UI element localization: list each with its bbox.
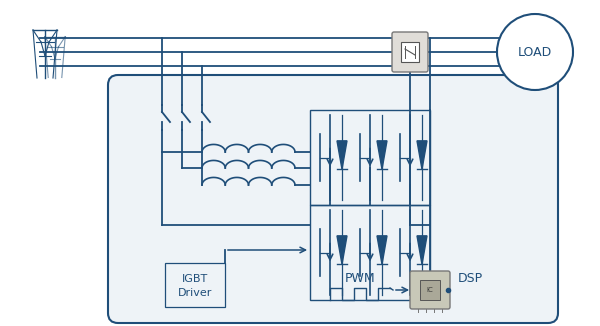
Bar xyxy=(420,280,440,300)
FancyBboxPatch shape xyxy=(392,32,428,72)
Text: PWM: PWM xyxy=(344,272,376,285)
Text: Driver: Driver xyxy=(178,288,212,298)
Polygon shape xyxy=(377,141,387,170)
FancyBboxPatch shape xyxy=(108,75,558,323)
Bar xyxy=(310,205,430,300)
Text: DSP: DSP xyxy=(458,272,483,285)
Circle shape xyxy=(497,14,573,90)
Text: IGBT: IGBT xyxy=(182,274,208,284)
Polygon shape xyxy=(417,236,427,264)
FancyBboxPatch shape xyxy=(410,271,450,309)
Polygon shape xyxy=(377,236,387,264)
Polygon shape xyxy=(417,141,427,170)
Bar xyxy=(165,263,225,307)
Bar xyxy=(401,42,419,62)
Text: LOAD: LOAD xyxy=(518,46,552,58)
Polygon shape xyxy=(337,141,347,170)
Polygon shape xyxy=(337,236,347,264)
Text: IC: IC xyxy=(427,287,433,293)
Bar xyxy=(310,110,430,205)
